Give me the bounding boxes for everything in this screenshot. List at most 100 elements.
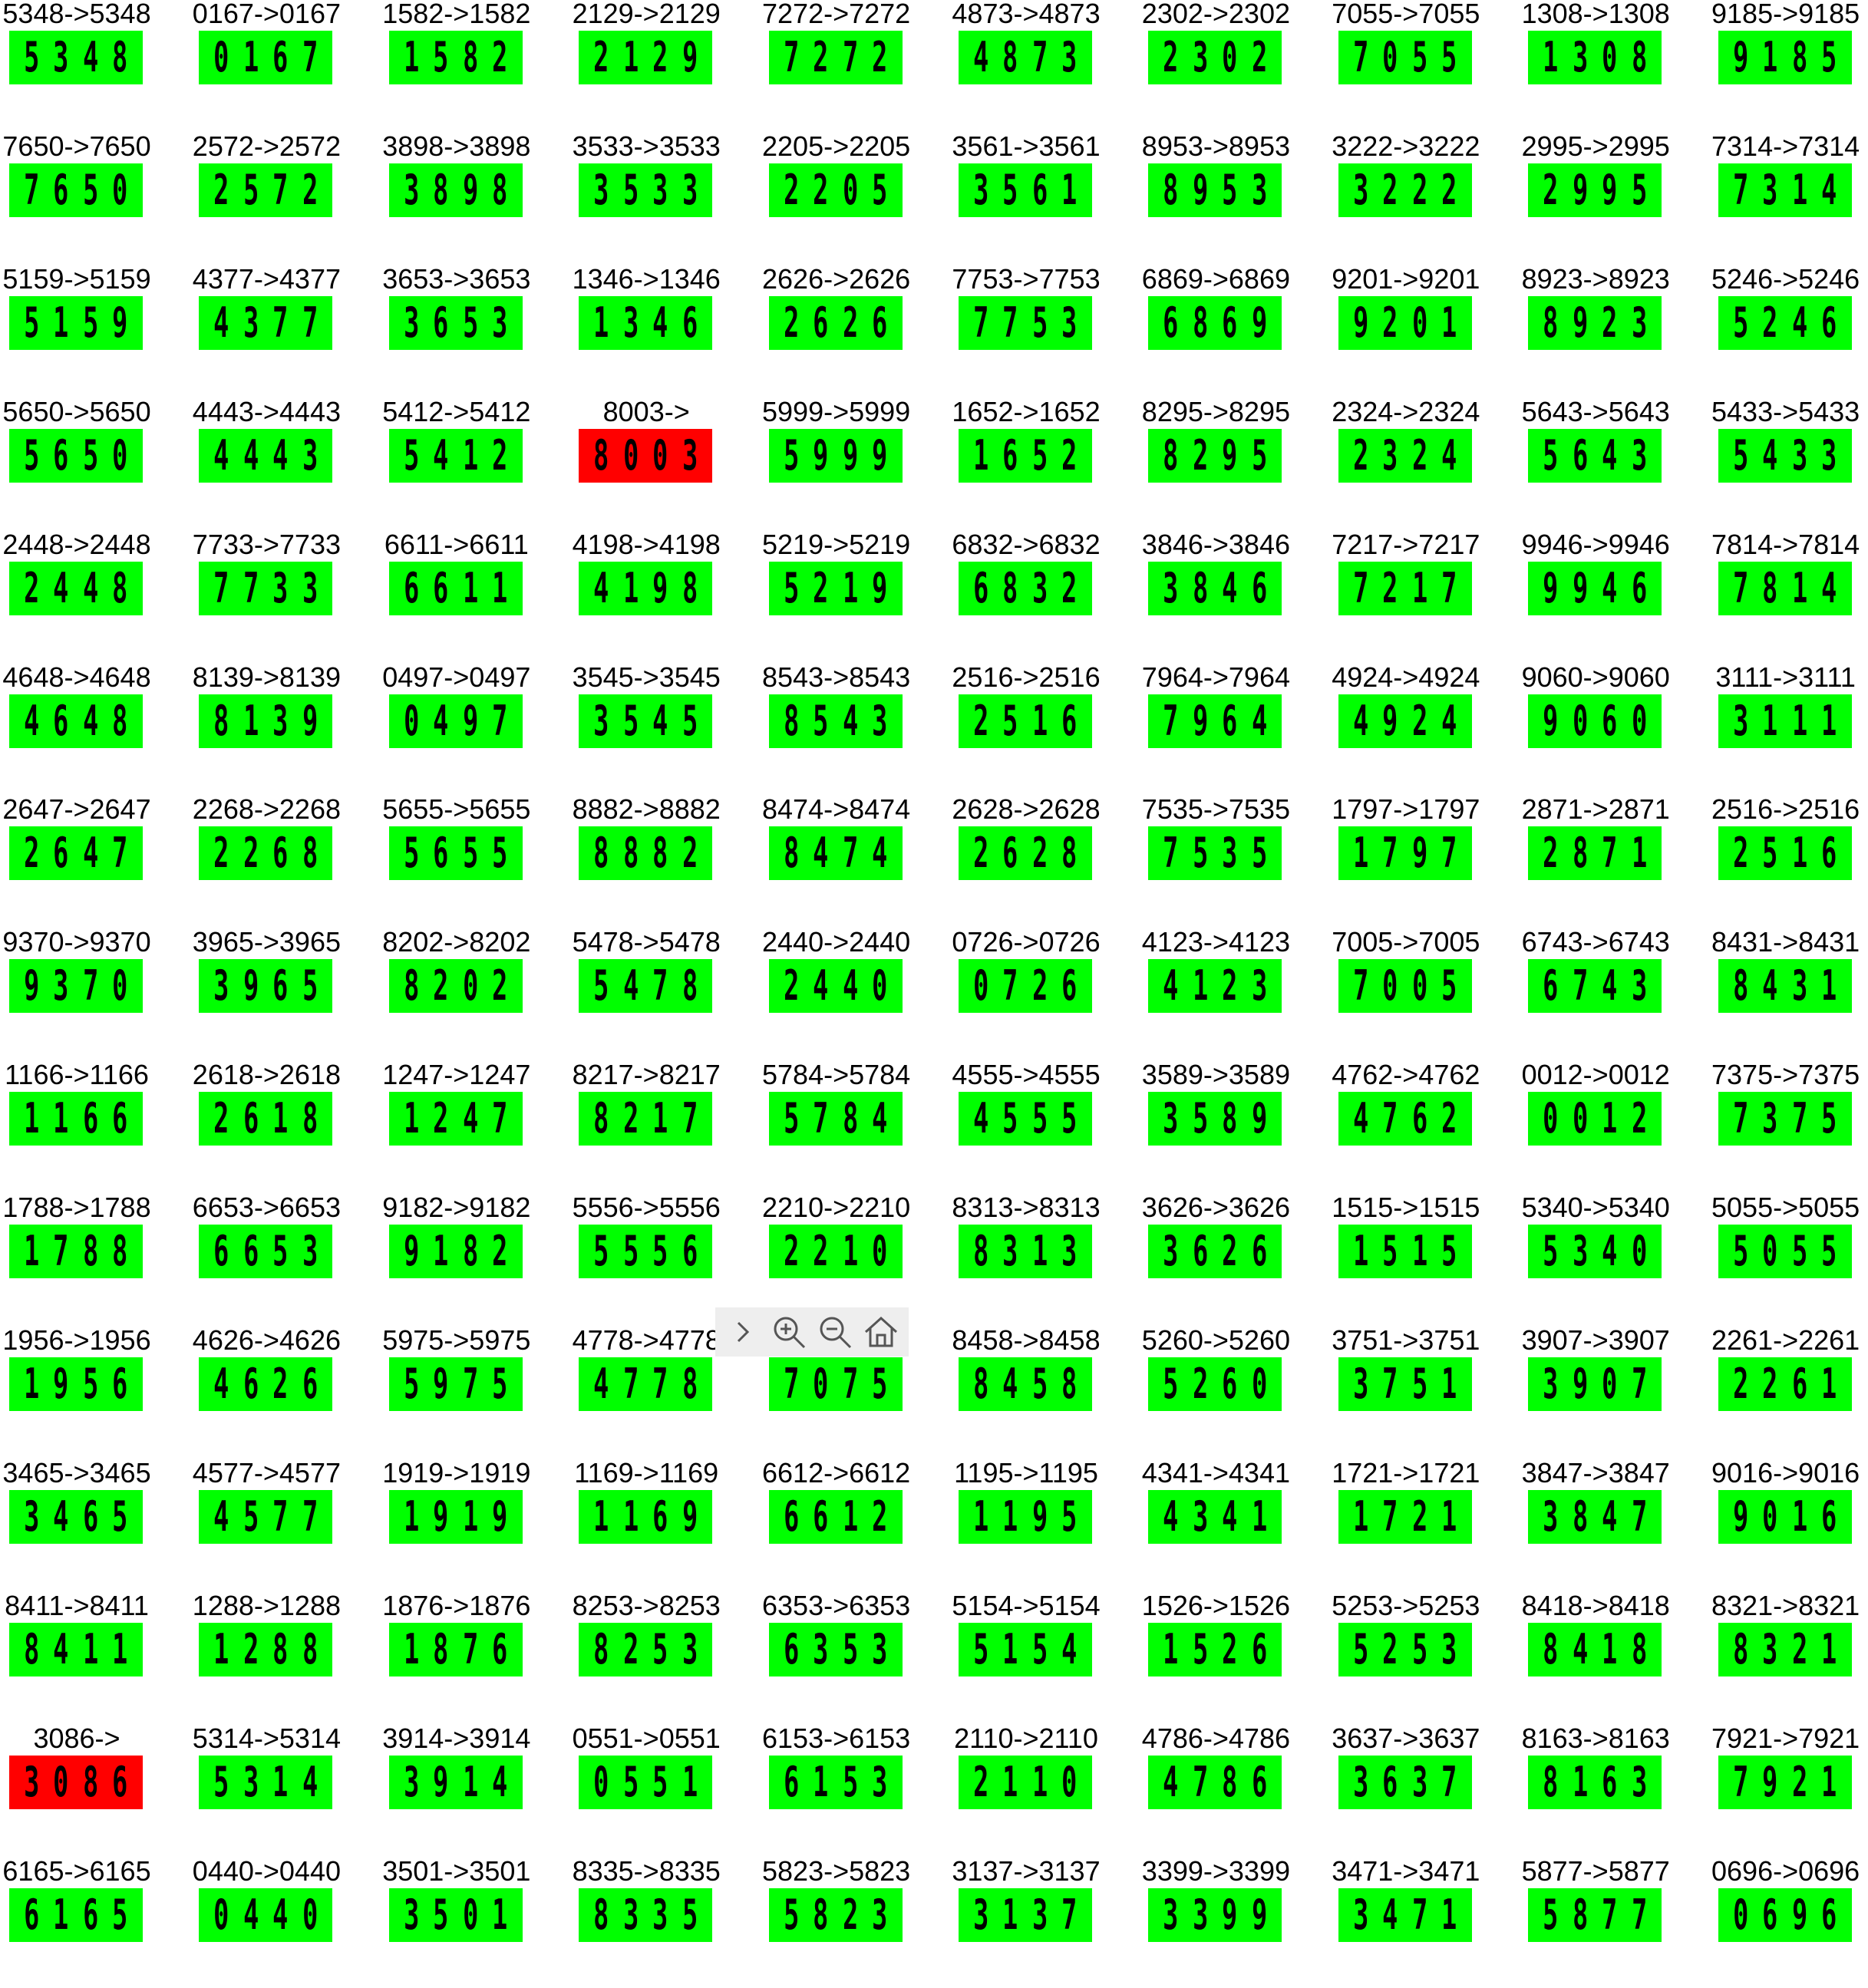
plate-digit: 4 [272,1890,289,1939]
plate-digit: 5 [433,33,449,81]
plate-digit: 9 [302,696,318,745]
prediction-label: 8253->8253 [572,1589,721,1621]
prediction-label: 1797->1797 [1332,793,1480,826]
plate-digit: 1 [1352,1227,1369,1276]
prediction-label: 4377->4377 [192,262,341,295]
plate-digit: 5 [1061,1492,1078,1541]
prediction-label: 7314->7314 [1711,130,1860,162]
plate-digit: 1 [403,1492,420,1541]
prediction-label: 4648->4648 [2,661,151,693]
plate-digit: 7 [842,33,858,81]
plate-digit: 1 [1032,696,1048,745]
plate-digit: 7 [652,1360,668,1408]
plate-digit: 1 [1791,1492,1807,1541]
plate-digit: 5 [1002,696,1018,745]
plate-digit: 0 [973,961,989,1010]
prediction-label: 9182->9182 [382,1192,531,1224]
forward-button[interactable] [721,1310,764,1353]
plate-digit: 7 [842,829,858,878]
plate-digit: 7 [492,1094,508,1143]
prediction-label: 6353->6353 [762,1589,911,1621]
plate-cell: 5478->5478 5 4 7 8 [569,928,723,1059]
plate-digit: 2 [243,1624,259,1673]
prediction-label: 1308->1308 [1521,0,1670,29]
prediction-label: 3914->3914 [382,1722,531,1754]
plate-cell: 2324->2324 2 3 2 4 [1329,397,1483,529]
plate-digit: 8 [842,1094,858,1143]
plate-digit: 6 [83,1492,99,1541]
plate-digit: 8 [973,1227,989,1276]
plate-digit: 2 [783,165,799,214]
plate-digit: 7 [272,165,289,214]
plate-cell: 3751->3751 3 7 5 1 [1329,1327,1483,1457]
prediction-label: 8543->8543 [762,661,911,693]
prediction-label: 1652->1652 [952,395,1101,427]
plate-digit: 9 [1572,563,1589,612]
plate-cell: 6612->6612 6 6 1 2 [760,1459,913,1590]
plate-digit: 7 [1002,961,1018,1010]
plate-digit: 3 [593,696,609,745]
plate-digit: 7 [1411,1890,1428,1939]
plate-digit: 4 [1602,1492,1618,1541]
plate-digit: 9 [813,430,829,480]
plate-digit: 6 [213,1227,229,1276]
plate-cell: 4555->4555 4 5 5 5 [949,1061,1103,1192]
prediction-label: 3501->3501 [382,1854,531,1887]
plate-digit: 9 [1411,829,1428,878]
plate-digit: 8 [593,430,609,480]
plate-digit: 9 [24,961,40,1010]
prediction-label: 5314->5314 [192,1722,341,1754]
prediction-label: 9185->9185 [1711,0,1860,29]
plate-cell: 4577->4577 4 5 7 7 [190,1459,343,1590]
plate-digit: 4 [1352,696,1369,745]
prediction-label: 8321->8321 [1711,1589,1860,1621]
plate-digit: 4 [213,1492,229,1541]
plate-digit: 6 [1252,563,1268,612]
zoom-in-button[interactable] [767,1310,810,1353]
plate-digit: 8 [302,1624,318,1673]
plate-digit: 9 [492,1492,508,1541]
plate-digit: 2 [1032,829,1048,878]
plate-cell: 5784->5784 5 7 8 4 [760,1061,913,1192]
plate-digit: 7 [1382,1492,1398,1541]
zoom-out-button[interactable] [814,1310,856,1353]
plate-digit: 1 [1032,1227,1048,1276]
plate-digit: 9 [433,1757,449,1806]
plate-digit: 5 [1821,1227,1837,1276]
plate-digit: 4 [462,1094,479,1143]
plate-digit: 1 [1631,829,1648,878]
home-button[interactable] [860,1310,903,1353]
plate-digit: 2 [1732,1360,1748,1408]
plate-digit: 3 [492,298,508,347]
prediction-label: 8003-> [602,395,690,427]
plate-digit: 2 [783,1227,799,1276]
plate-digit: 1 [403,33,420,81]
plate-digit: 0 [462,1890,479,1939]
plate-digit: 5 [1441,1227,1457,1276]
prediction-label: 2210->2210 [762,1192,911,1224]
plate-cell: 3471->3471 3 4 7 1 [1329,1857,1483,1988]
plate-digit: 3 [53,961,69,1010]
plate-cell: 0012->0012 0 0 1 2 [1519,1061,1672,1192]
plate-digit: 9 [872,563,888,612]
plate-digit: 9 [652,563,668,612]
plate-digit: 1 [622,1492,639,1541]
plate-cell: 1195->1195 1 1 9 5 [949,1459,1103,1590]
plate-digit: 2 [1631,1094,1648,1143]
